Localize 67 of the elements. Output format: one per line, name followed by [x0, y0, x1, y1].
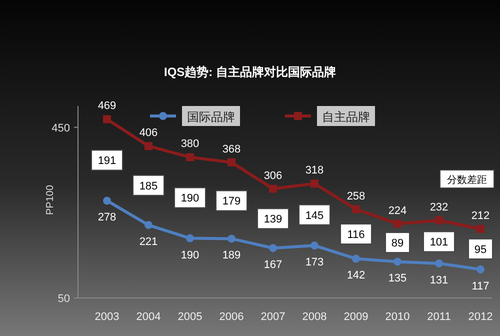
data-label: 173: [305, 256, 324, 269]
data-label: 190: [180, 249, 200, 262]
annotation: 139: [264, 214, 282, 226]
x-tick-label: 2005: [178, 311, 202, 323]
point: [144, 142, 152, 150]
point: [394, 258, 402, 266]
point: [269, 184, 277, 193]
data-label: 117: [472, 280, 490, 292]
data-label: 232: [430, 201, 448, 214]
annotation: 101: [430, 236, 448, 249]
legend-label: 自主品牌: [322, 110, 370, 124]
data-label: 406: [139, 127, 158, 140]
annotation: 179: [222, 196, 241, 208]
annotation: 185: [139, 180, 158, 192]
x-tick-label: 2008: [302, 311, 327, 323]
legend-label: 国际品牌: [187, 110, 235, 124]
data-label: 212: [471, 210, 490, 222]
point: [228, 234, 236, 243]
data-label: 142: [346, 270, 366, 282]
x-tick-label: 2009: [344, 311, 368, 323]
data-label: 469: [98, 100, 116, 112]
point: [144, 221, 152, 230]
x-tick-label: 2006: [219, 311, 244, 323]
point: [435, 216, 443, 224]
y-axis-title: PP100: [45, 184, 56, 216]
data-label: 131: [430, 274, 448, 286]
point: [310, 242, 318, 250]
point: [103, 196, 111, 205]
x-tick-label: 2004: [136, 311, 161, 323]
point: [352, 205, 360, 214]
data-label: 278: [98, 212, 116, 224]
point: [476, 224, 484, 233]
x-tick-label: 2011: [427, 311, 451, 323]
annotation: 分数差距: [447, 174, 487, 186]
annotation: 191: [98, 155, 116, 168]
x-tick-label: 2007: [260, 311, 286, 323]
annotation: 190: [180, 192, 200, 205]
annotation: 145: [305, 210, 324, 222]
point: [310, 180, 318, 188]
y-tick-label: 450: [52, 122, 70, 134]
data-label: 306: [264, 170, 282, 182]
x-tick-label: 2010: [385, 311, 410, 323]
data-label: 318: [305, 164, 324, 177]
data-label: 368: [222, 143, 241, 156]
point: [186, 153, 194, 162]
data-label: 258: [346, 190, 366, 202]
chart-title: IQS趋势: 自主品牌对比国际品牌: [164, 65, 336, 79]
point: [186, 234, 194, 242]
point: [394, 220, 402, 228]
data-label: 135: [388, 272, 407, 285]
annotation: 116: [347, 229, 365, 241]
y-tick-label: 50: [58, 293, 70, 305]
data-label: 167: [264, 259, 282, 272]
point: [352, 254, 360, 263]
data-label: 380: [180, 138, 200, 150]
x-tick-label: 2003: [94, 311, 120, 323]
data-label: 189: [222, 250, 241, 262]
point: [103, 115, 111, 124]
annotation: 95: [474, 244, 487, 256]
data-label: 224: [388, 204, 407, 217]
point: [269, 244, 277, 252]
x-tick-label: 2012: [468, 311, 493, 323]
point: [476, 265, 484, 274]
annotation: 89: [391, 238, 404, 250]
point: [435, 259, 443, 268]
data-label: 221: [139, 236, 158, 248]
point: [228, 158, 236, 166]
